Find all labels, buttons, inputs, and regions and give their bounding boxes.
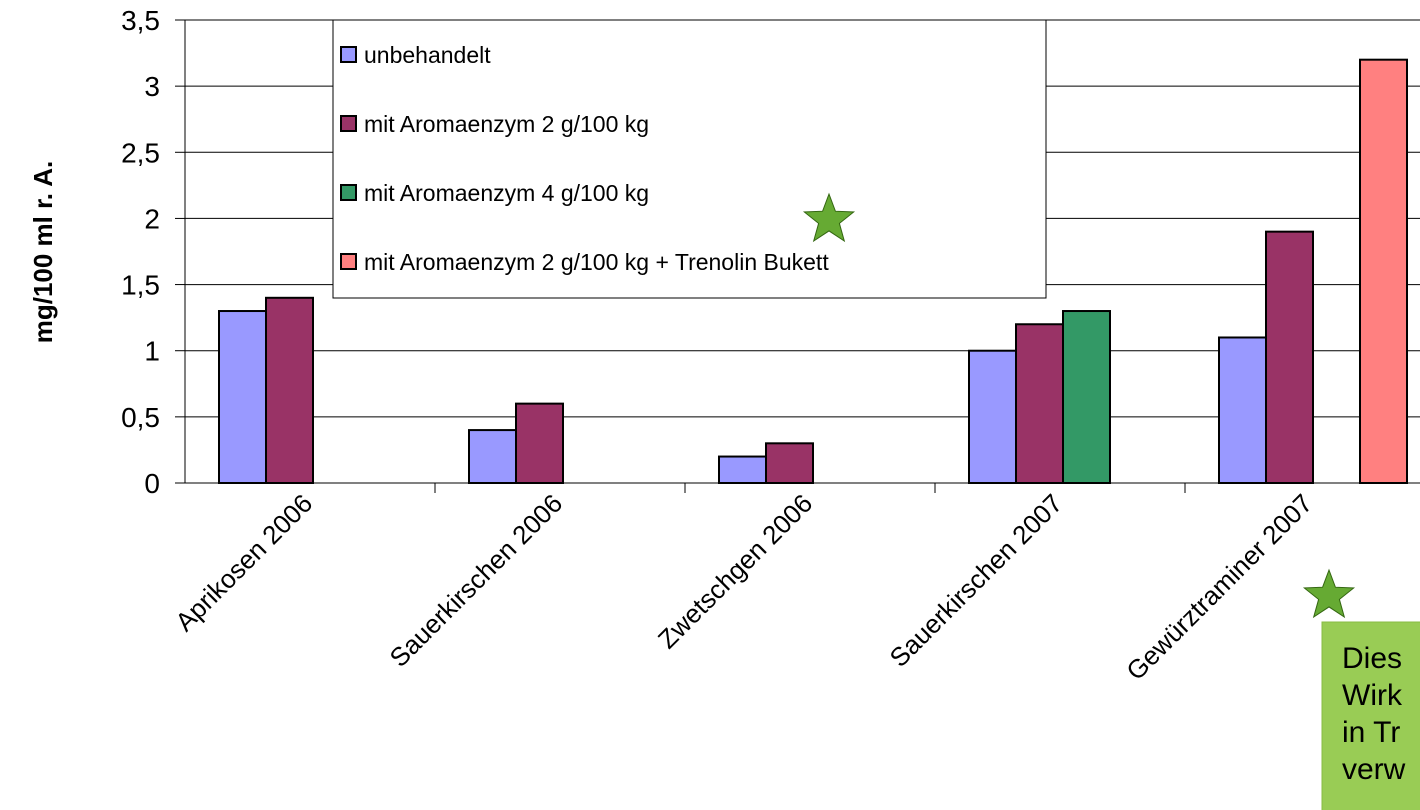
annotation-text: Dies bbox=[1342, 642, 1402, 675]
x-tick-label: Zwetschgen 2006 bbox=[652, 488, 818, 654]
bar bbox=[468, 429, 517, 485]
bar bbox=[515, 402, 564, 484]
x-tick-label: Gewürztraminer 2007 bbox=[1120, 488, 1318, 686]
annotation-box bbox=[1321, 621, 1420, 810]
y-tick-label: 3,5 bbox=[121, 5, 160, 36]
y-tick-label: 0 bbox=[144, 468, 160, 499]
legend-label: mit Aromaenzym 2 g/100 kg + Trenolin Buk… bbox=[364, 249, 829, 275]
annotation-text: verw bbox=[1342, 753, 1406, 786]
annotation-text: Wirk bbox=[1342, 679, 1403, 712]
legend-swatch bbox=[340, 115, 357, 132]
y-axis-label: mg/100 ml r. A. bbox=[28, 161, 58, 344]
bar bbox=[265, 296, 314, 484]
y-tick-label: 2,5 bbox=[121, 137, 160, 168]
bar bbox=[1218, 336, 1267, 484]
x-tick-label: Sauerkirschen 2007 bbox=[883, 488, 1068, 673]
y-tick-label: 0,5 bbox=[121, 402, 160, 433]
bar bbox=[1062, 310, 1111, 484]
bar bbox=[218, 310, 267, 484]
bar bbox=[1015, 323, 1064, 484]
legend-swatch bbox=[340, 46, 357, 63]
y-tick-label: 1,5 bbox=[121, 270, 160, 301]
bar bbox=[765, 442, 814, 485]
legend-swatch bbox=[340, 184, 357, 201]
y-tick-label: 1 bbox=[144, 336, 160, 367]
legend-label: mit Aromaenzym 4 g/100 kg bbox=[364, 180, 649, 206]
bar bbox=[968, 349, 1017, 485]
bar bbox=[1265, 230, 1314, 484]
y-tick-label: 2 bbox=[144, 203, 160, 234]
star-icon bbox=[802, 192, 856, 243]
bar bbox=[1359, 58, 1408, 485]
bar bbox=[718, 455, 767, 484]
legend-label: unbehandelt bbox=[364, 42, 491, 68]
annotation-text: in Tr bbox=[1342, 716, 1400, 749]
star-icon bbox=[1302, 568, 1356, 619]
legend-box bbox=[332, 19, 1047, 299]
x-tick-label: Aprikosen 2006 bbox=[169, 488, 318, 637]
y-tick-label: 3 bbox=[144, 71, 160, 102]
x-tick-label: Sauerkirschen 2006 bbox=[383, 488, 568, 673]
legend-swatch bbox=[340, 253, 357, 270]
legend-label: mit Aromaenzym 2 g/100 kg bbox=[364, 111, 649, 137]
